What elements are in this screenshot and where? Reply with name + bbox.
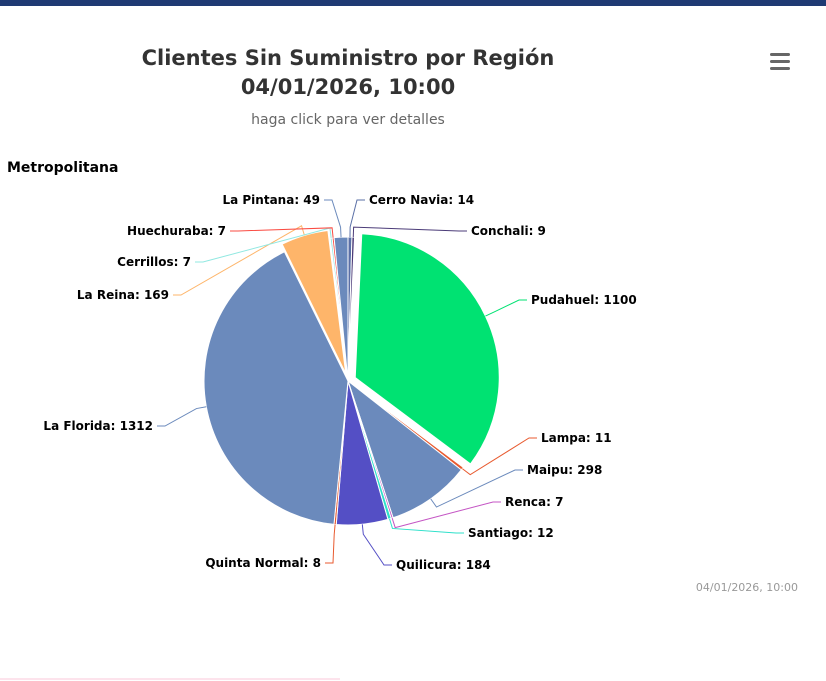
data-label-connector bbox=[352, 226, 467, 238]
region-label: Metropolitana bbox=[7, 160, 119, 176]
data-label-connector bbox=[195, 227, 332, 263]
pie-slice-la-reina[interactable] bbox=[281, 229, 347, 374]
data-label-cerrillos[interactable]: Cerrillos: 7 bbox=[117, 255, 191, 269]
chart-credits: 04/01/2026, 10:00 bbox=[695, 581, 798, 594]
data-label-cerro-navia[interactable]: Cerro Navia: 14 bbox=[369, 193, 474, 207]
data-label-renca[interactable]: Renca: 7 bbox=[505, 495, 563, 509]
data-label-connector bbox=[324, 199, 342, 238]
data-label-connector bbox=[485, 299, 527, 317]
data-label-quinta-normal[interactable]: Quinta Normal: 8 bbox=[205, 556, 321, 570]
chart-title-line-2: 04/01/2026, 10:00 bbox=[240, 75, 456, 99]
top-accent-bar bbox=[0, 0, 826, 6]
data-label-connector bbox=[391, 501, 501, 529]
pie-slice-la-florida[interactable] bbox=[203, 251, 349, 525]
data-label-connector bbox=[361, 524, 392, 566]
data-label-la-pintana[interactable]: La Pintana: 49 bbox=[222, 193, 320, 207]
data-label-connector bbox=[461, 437, 537, 476]
chart-title: Clientes Sin Suministro por Región 04/01… bbox=[100, 44, 596, 102]
chart-title-line-1: Clientes Sin Suministro por Región bbox=[141, 46, 555, 70]
data-label-conchali[interactable]: Conchali: 9 bbox=[471, 224, 546, 238]
data-label-santiago[interactable]: Santiago: 12 bbox=[468, 526, 554, 540]
data-label-connector bbox=[325, 524, 336, 564]
data-label-connector bbox=[230, 227, 334, 238]
data-label-connector bbox=[430, 469, 523, 508]
data-label-la-reina[interactable]: La Reina: 169 bbox=[77, 288, 169, 302]
data-label-connector bbox=[389, 518, 464, 534]
data-label-pudahuel[interactable]: Pudahuel: 1100 bbox=[531, 293, 637, 307]
hamburger-menu-icon[interactable] bbox=[766, 50, 794, 74]
data-label-connector bbox=[349, 199, 365, 238]
data-label-quilicura[interactable]: Quilicura: 184 bbox=[396, 558, 491, 572]
menu-bar bbox=[770, 67, 790, 70]
data-label-lampa[interactable]: Lampa: 11 bbox=[541, 431, 612, 445]
pie-slice-conchali[interactable] bbox=[347, 236, 356, 382]
data-label-maipu[interactable]: Maipu: 298 bbox=[527, 463, 602, 477]
menu-bar bbox=[770, 53, 790, 56]
pie-slice-maipu[interactable] bbox=[347, 380, 462, 519]
menu-bar bbox=[770, 60, 790, 63]
data-label-la-florida[interactable]: La Florida: 1312 bbox=[43, 419, 153, 433]
data-label-connector bbox=[173, 225, 305, 296]
data-label-huechuraba[interactable]: Huechuraba: 7 bbox=[127, 224, 226, 238]
data-label-connector bbox=[157, 406, 207, 427]
bottom-divider bbox=[0, 678, 340, 680]
chart-subtitle: haga click para ver detalles bbox=[251, 112, 445, 128]
